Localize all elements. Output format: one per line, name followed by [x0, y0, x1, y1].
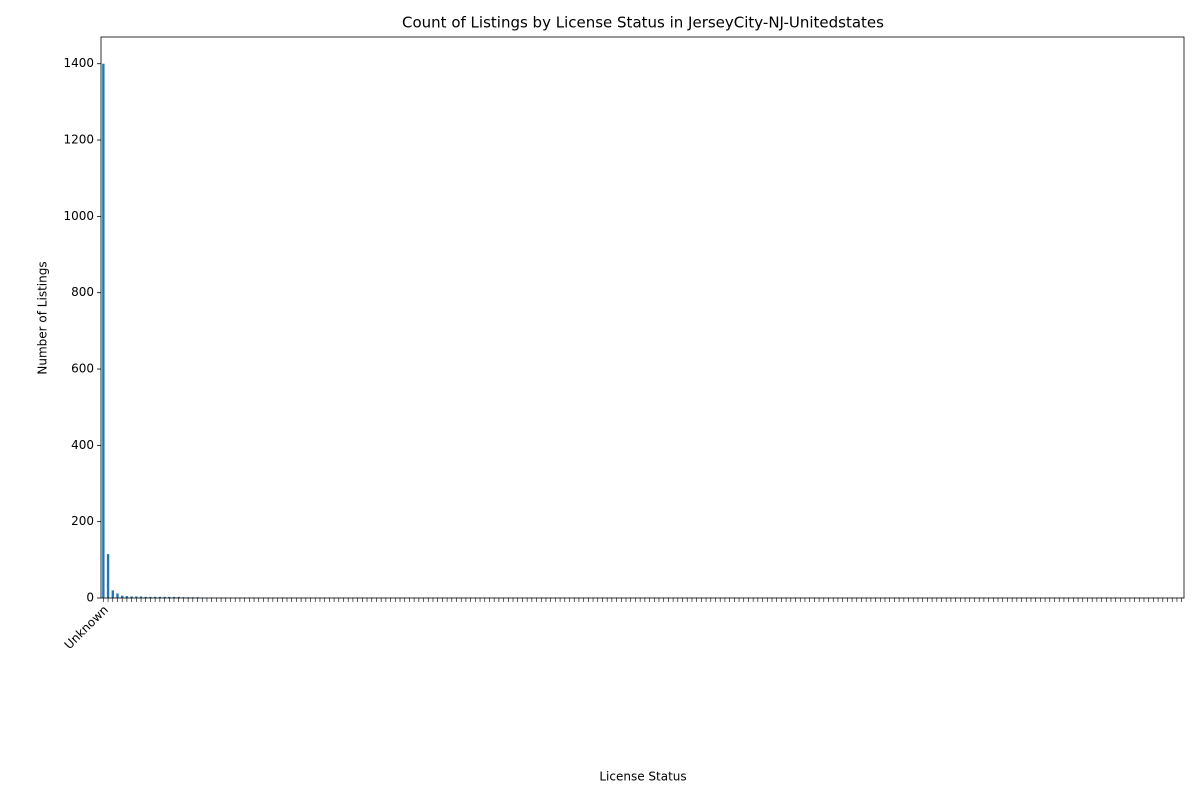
y-tick-label: 1400: [63, 56, 94, 70]
y-tick-label: 200: [71, 514, 94, 528]
bar: [102, 63, 105, 598]
bar: [177, 596, 180, 598]
y-tick-label: 600: [71, 362, 94, 376]
y-tick-label: 1000: [63, 209, 94, 223]
bar: [172, 596, 176, 598]
y-tick-label: 400: [71, 438, 94, 452]
bar: [121, 595, 124, 598]
bar: [106, 554, 110, 598]
plot-frame: [100, 36, 1185, 599]
bar: [168, 596, 171, 598]
y-axis-label: Number of Listings: [36, 261, 50, 374]
bar: [153, 596, 157, 598]
bar: [163, 596, 166, 598]
bar: [130, 596, 133, 598]
bar: [149, 596, 152, 598]
bar: [111, 590, 114, 598]
bar: [125, 596, 129, 598]
bar: [135, 596, 138, 598]
y-tick-label: 1200: [63, 133, 94, 147]
bar: [116, 593, 119, 598]
x-axis-label: License Status: [599, 770, 686, 784]
bar: [158, 596, 162, 598]
bar: [139, 596, 143, 598]
chart-title: Count of Listings by License Status in J…: [402, 14, 884, 32]
y-tick-label: 0: [86, 591, 94, 605]
bar: [144, 596, 147, 598]
y-tick-label: 800: [71, 285, 94, 299]
x-tick-label: Unknown: [62, 603, 111, 652]
